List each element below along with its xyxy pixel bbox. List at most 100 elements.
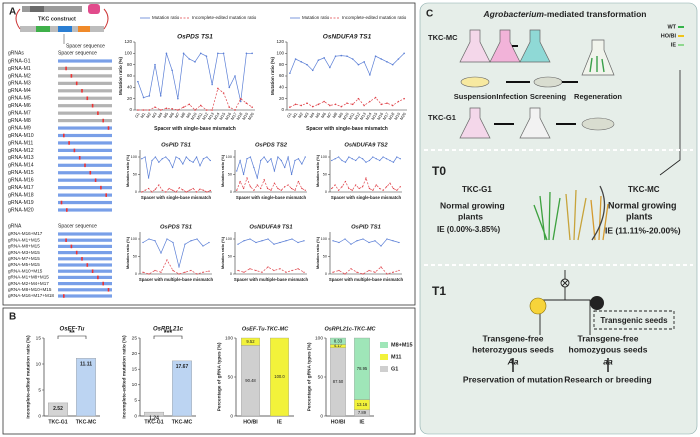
data-point [158, 161, 160, 163]
data-point [273, 182, 276, 184]
data-point [332, 240, 334, 242]
data-point [306, 102, 308, 105]
dish [460, 76, 490, 88]
x-axis-label: Spacer with single-base mismatch [331, 195, 402, 200]
list-header: gRNA [8, 223, 22, 229]
data-point [382, 189, 384, 191]
transgenic-box [593, 310, 675, 330]
value-label: 90.48 [245, 378, 256, 383]
data-point [199, 52, 202, 55]
dish [533, 76, 563, 88]
mismatch-mark [68, 141, 70, 145]
x-tick-label: M15 [370, 111, 379, 121]
data-point [277, 187, 279, 190]
generation-label: T0 [432, 164, 446, 178]
value-label: 4.17 [334, 343, 343, 348]
data-point [362, 273, 364, 275]
data-point [317, 103, 320, 106]
data-point [287, 184, 289, 186]
y-axis-label: Mutation ratio (%) [221, 154, 225, 187]
data-point [161, 189, 163, 191]
y-axis-label: Mutation ratio (%) [118, 57, 123, 95]
y-tick-label: 80 [127, 62, 133, 67]
data-point [287, 156, 289, 158]
grna-name: gRNA-M5 [8, 96, 31, 102]
data-point [199, 104, 202, 107]
x-tick-label: IE [277, 419, 282, 425]
x-tick-label: M16 [224, 111, 233, 121]
data-point [178, 187, 181, 189]
y-tick-label: 20 [132, 351, 138, 357]
y-tick-label: 40 [127, 85, 133, 90]
spacer-strip [58, 111, 112, 115]
grna-name: gRNA-M2 [8, 73, 31, 79]
x-tick-label: M13 [207, 111, 216, 121]
data-point [331, 187, 333, 190]
data-point [154, 63, 156, 66]
data-point [399, 186, 401, 188]
data-point [368, 241, 370, 244]
data-point [374, 240, 376, 242]
step-label: Screening [530, 92, 567, 101]
y-axis-label: Percentage of gRNA types (%) [306, 342, 312, 411]
spacer-strip [58, 148, 112, 152]
seed-label: heterozygous seeds [472, 344, 554, 354]
y-tick-label: 50 [323, 173, 327, 177]
step-label: Regeneration [574, 92, 622, 101]
data-point [171, 108, 173, 110]
data-point [206, 156, 208, 158]
data-point [270, 189, 272, 191]
data-point [290, 187, 293, 190]
data-point [285, 240, 287, 242]
x-tick-label: M8 [179, 111, 186, 119]
x-tick-label: M17 [230, 111, 239, 121]
data-point [253, 189, 255, 191]
legend-label: Incomplete-edited mutation ratio [192, 15, 257, 20]
x-tick-label: G1 [286, 111, 293, 119]
data-point [243, 271, 245, 273]
x-tick-label: IE [360, 419, 365, 425]
data-point [323, 57, 325, 59]
data-point [192, 161, 194, 163]
spacer-strip [58, 141, 112, 145]
data-point [202, 271, 204, 273]
data-point [175, 156, 177, 158]
data-point [158, 184, 160, 186]
legend-label: Mutation ratio [302, 15, 330, 20]
x-tick-label: M2 [297, 111, 304, 119]
x-tick-label: G1 [134, 111, 141, 119]
grna-name: gRNA-M7 [8, 111, 31, 117]
data-point [379, 159, 381, 162]
data-point [242, 173, 245, 176]
bar [48, 402, 69, 417]
spacer-strip [58, 288, 112, 292]
spacer-strip [58, 171, 112, 175]
y-tick-label: 0 [325, 272, 327, 276]
grna-name: gRNA-M3+M15 [8, 250, 40, 255]
data-point [350, 268, 352, 270]
mismatch-mark [78, 156, 81, 160]
mismatch-mark [107, 126, 110, 130]
value-label: 1.24 [149, 415, 159, 421]
y-tick-label: 100 [131, 155, 137, 159]
bar-segment [354, 337, 370, 400]
y-tick-label: 50 [323, 255, 327, 259]
data-point [280, 189, 282, 191]
bar [75, 358, 96, 417]
data-point [334, 103, 337, 106]
data-point [294, 103, 297, 106]
ie-range: IE (0.00%-3.85%) [437, 225, 500, 234]
x-tick-label: M4 [308, 111, 315, 119]
data-point [148, 273, 150, 275]
y-axis-label: Incomplete-edited mutation ratio (%) [25, 335, 31, 419]
data-point [297, 268, 299, 270]
spacer-strip [58, 66, 112, 71]
y-tick-label: 0 [129, 107, 132, 112]
data-point [148, 95, 151, 97]
data-point [184, 243, 186, 245]
data-point [256, 177, 258, 179]
data-point [351, 189, 353, 191]
grna-name: gRNA-M18 [8, 192, 34, 198]
data-line [237, 266, 305, 273]
